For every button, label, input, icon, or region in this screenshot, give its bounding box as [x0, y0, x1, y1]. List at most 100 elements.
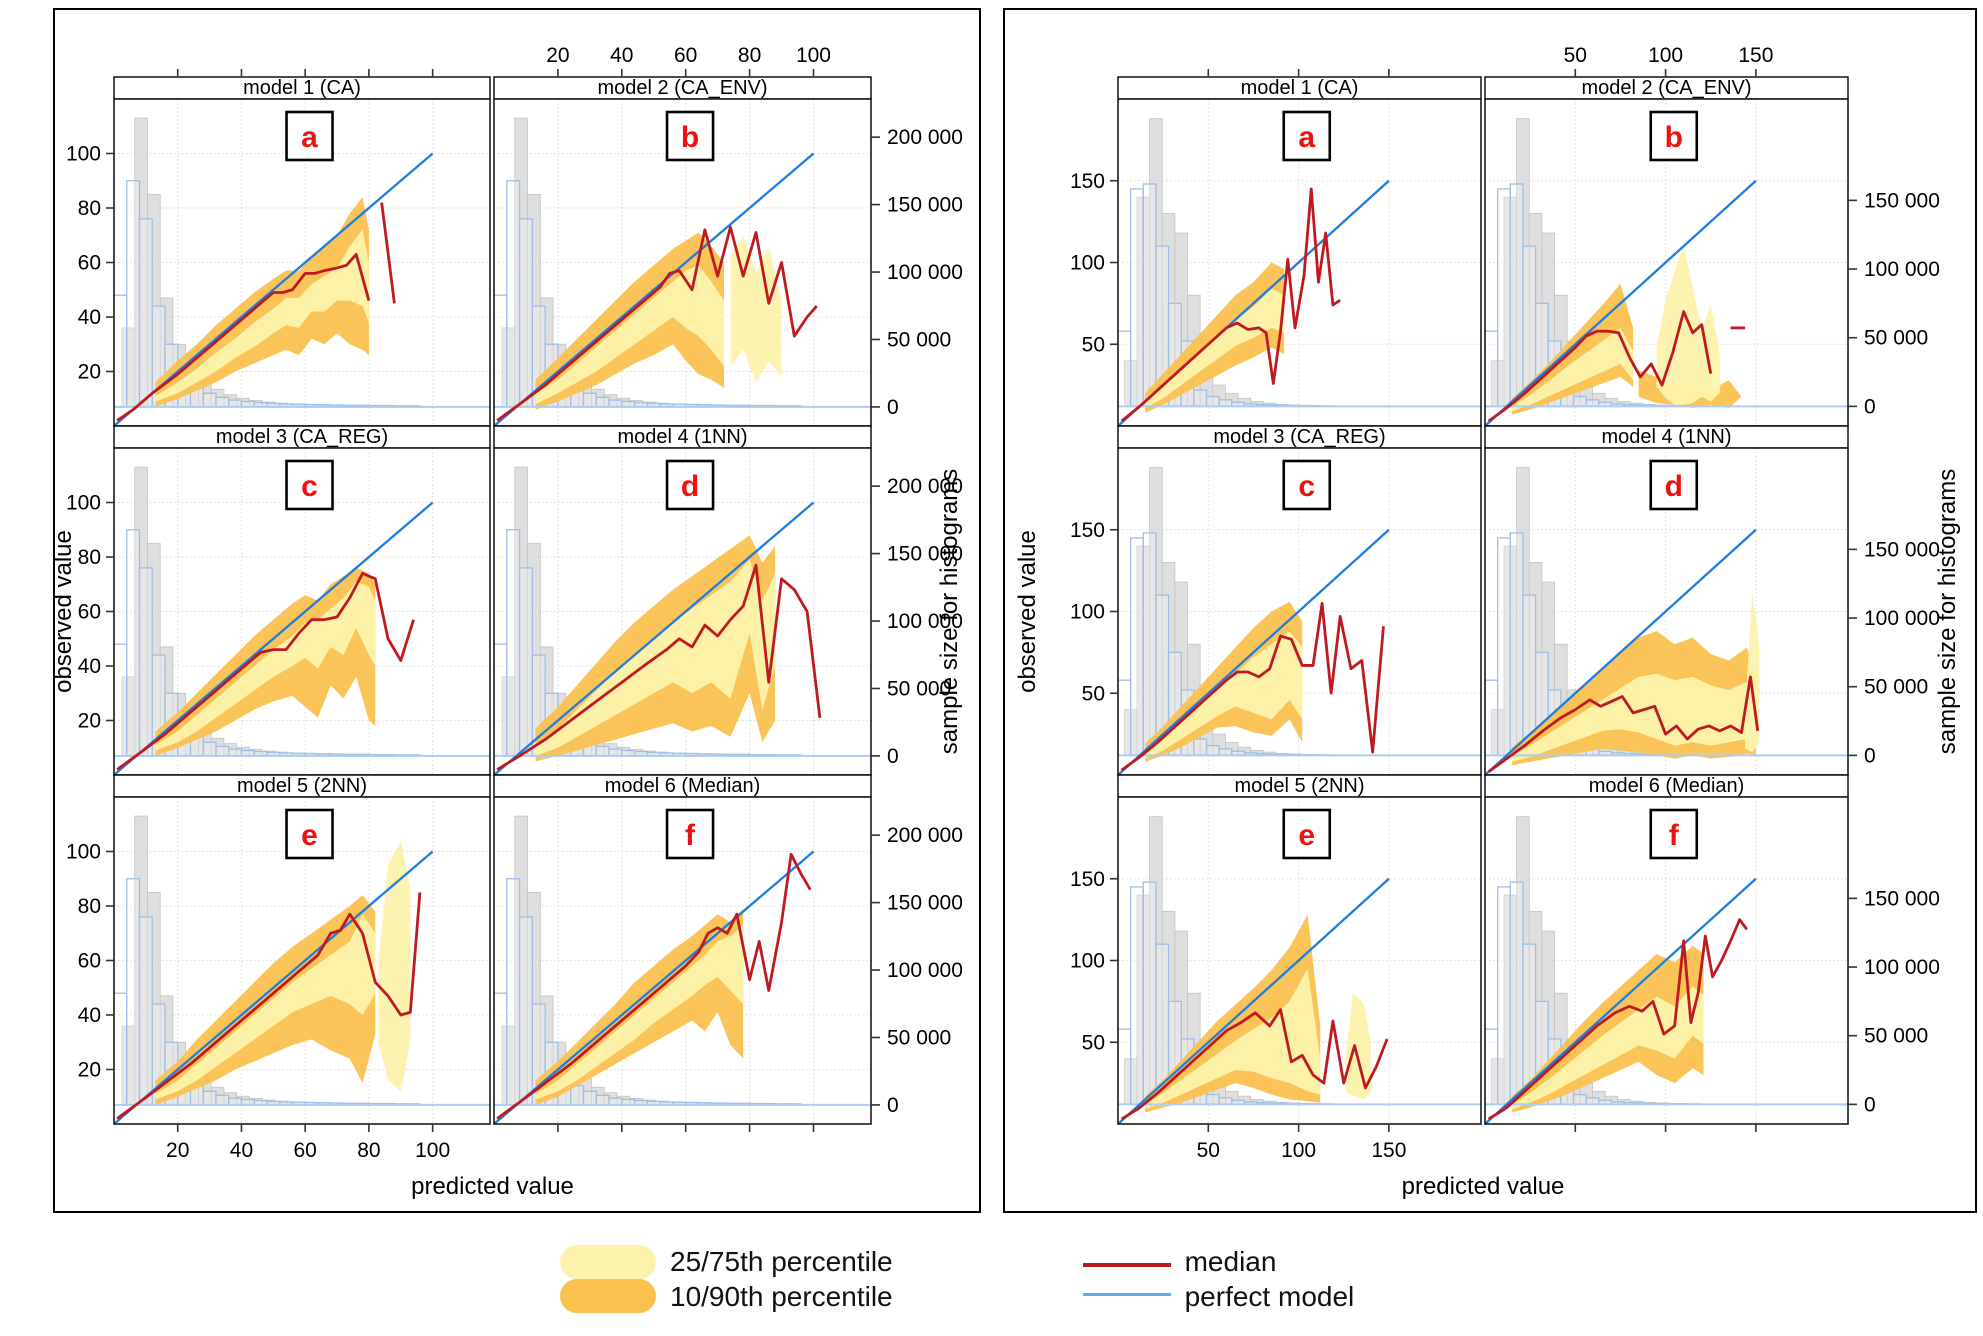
- sample-size-tick-label: 100 000: [887, 959, 963, 982]
- strip-title: model 6 (Median): [1589, 775, 1745, 797]
- panel-b: model 2 (CA_ENV)b: [493, 76, 872, 427]
- x-axis-label: predicted value: [411, 1173, 574, 1200]
- x-axis-top-tick-label: 150: [1738, 44, 1773, 67]
- band-25-75-patch: [1345, 993, 1371, 1100]
- y-axis-tick-label: 100: [1070, 601, 1105, 624]
- band-25-75: [1145, 968, 1321, 1110]
- y-axis-tick-label: 40: [78, 1004, 101, 1027]
- x-axis-bottom-tick-label: 100: [415, 1139, 450, 1162]
- x-axis-top-tick-label: 50: [1564, 44, 1587, 67]
- median-line: [1120, 187, 1341, 423]
- median-line: [496, 852, 812, 1120]
- panel-letter-box: [1649, 110, 1699, 162]
- median-line: [116, 892, 422, 1120]
- sample-size-tick-label: 150 000: [887, 194, 963, 217]
- y-axis-label: observed value: [1014, 530, 1041, 693]
- y-axis-label: observed value: [55, 530, 77, 693]
- sample-size-tick-label: 0: [887, 745, 899, 768]
- strip-title: model 4 (1NN): [1601, 426, 1731, 448]
- sample-size-tick-label: 100 000: [887, 261, 963, 284]
- perfect-model-line: [493, 850, 815, 1125]
- panel-letter-box: [285, 110, 334, 162]
- strip-title: model 6 (Median): [605, 775, 761, 797]
- sample-size-tick-label: 150 000: [887, 543, 963, 566]
- y-axis-tick-label: 50: [1082, 1031, 1105, 1054]
- sample-size-tick-label: 150 000: [1864, 189, 1940, 212]
- median-line: [116, 252, 371, 422]
- x-axis-top-tick-label: 100: [796, 44, 831, 67]
- x-axis-bottom-tick-label: 80: [357, 1139, 380, 1162]
- panel-letter: a: [301, 121, 318, 154]
- percentile-10-90-swatch: [560, 1279, 656, 1313]
- panel-letter-box: [285, 459, 334, 511]
- panel-letter: c: [1298, 470, 1315, 503]
- sample-size-tick-label: 100 000: [1864, 956, 1940, 979]
- y-axis-tick-label: 100: [66, 492, 101, 515]
- sample-size-tick-label: 100 000: [1864, 258, 1940, 281]
- y-axis-tick-label: 80: [78, 895, 101, 918]
- strip-title: model 2 (CA_ENV): [1581, 77, 1751, 99]
- legend: 25/75th percentile 10/90th percentile me…: [560, 1244, 1354, 1314]
- y-axis-tick-label: 20: [78, 710, 101, 733]
- median-line: [1487, 310, 1713, 423]
- sample-size-tick-label: 150 000: [1864, 538, 1940, 561]
- y-axis-tick-label: 50: [1082, 682, 1105, 705]
- panel-letter-box: [1282, 808, 1332, 860]
- x-axis-top-tick-label: 60: [674, 44, 697, 67]
- y-axis-tick-label: 80: [78, 197, 101, 220]
- y-axis-tick-label: 150: [1070, 868, 1105, 891]
- figure-right: model 1 (CA) a model 2 (CA_ENV) b model 3 (C…: [1003, 8, 1977, 1213]
- panel-letter-box: [285, 808, 334, 860]
- panel-letter-box: [1649, 808, 1699, 860]
- histogram-blue: [1117, 183, 1334, 408]
- sample-size-tick-label: 150 000: [887, 892, 963, 915]
- panel-letter: c: [301, 470, 318, 503]
- panel-letter-box: [665, 808, 715, 860]
- figure-left: model 1 (CA) a model 2 (CA_ENV) b model 3 (C…: [50, 8, 981, 1213]
- y-axis-tick-label: 60: [78, 601, 101, 624]
- y-axis-tick-label: 100: [1070, 950, 1105, 973]
- axes: 20 40 60 80 100 20 40 60 80 100 20 40 60 80 100 0 50 000…: [66, 44, 963, 1162]
- sample-size-tick-label: 0: [1864, 744, 1876, 767]
- band-25-75: [155, 581, 376, 751]
- sample-size-tick-label: 150 000: [1864, 887, 1940, 910]
- x-axis-bottom-tick-label: 20: [166, 1139, 189, 1162]
- y-axis-tick-label: 100: [1070, 252, 1105, 275]
- sample-size-tick-label: 50 000: [1864, 327, 1928, 350]
- y-axis-tick-label: 60: [78, 950, 101, 973]
- percentile-25-75-swatch: [560, 1245, 656, 1279]
- sample-size-tick-label: 100 000: [1864, 607, 1940, 630]
- strip-title: model 1 (CA): [1241, 77, 1359, 99]
- panel-a: model 1 (CA) a: [1117, 76, 1482, 427]
- median-line: [116, 571, 415, 771]
- sample-size-tick-label: 50 000: [887, 677, 951, 700]
- median-line: [1487, 675, 1760, 773]
- panel-f: model 6 (Median) f: [493, 774, 872, 1125]
- panel-c: model 3 (CA_REG)c: [113, 425, 491, 776]
- sample-size-tick-label: 0: [887, 1094, 899, 1117]
- y-axis-tick-label: 20: [78, 1059, 101, 1082]
- legend-line-swatches: [1082, 1262, 1171, 1296]
- median-line: [1120, 1008, 1389, 1121]
- band-25-75: [1512, 327, 1634, 412]
- perfect-model-line: [1117, 877, 1390, 1125]
- legend-band-swatches: [560, 1245, 656, 1313]
- panel-letter-box: [1282, 459, 1332, 511]
- x-axis-top-tick-label: 40: [610, 44, 633, 67]
- panel-d: model 4 (1NN) d: [493, 425, 872, 776]
- panel-e: model 5 (2NN) e: [113, 774, 491, 1125]
- x-axis-bottom-tick-label: 100: [1281, 1139, 1316, 1162]
- y-axis-tick-label: 20: [78, 361, 101, 384]
- perfect-model-line: [1484, 877, 1757, 1125]
- band-25-75-patch: [378, 840, 411, 1092]
- panel-letter: a: [1298, 121, 1315, 154]
- axes: 50 100 150 50 100 150 50 100 150 0 50 000 100 000 15…: [1070, 44, 1940, 1162]
- y-axis-tick-label: 40: [78, 306, 101, 329]
- grid: [114, 797, 490, 1124]
- strip-title: model 1 (CA): [243, 77, 361, 99]
- perfect-model-line: [493, 501, 815, 776]
- panel-letter: b: [1665, 121, 1683, 154]
- strip-title: model 5 (2NN): [237, 775, 367, 797]
- panel-letter: b: [681, 121, 699, 154]
- legend-label-perfect-model: perfect model: [1184, 1281, 1355, 1312]
